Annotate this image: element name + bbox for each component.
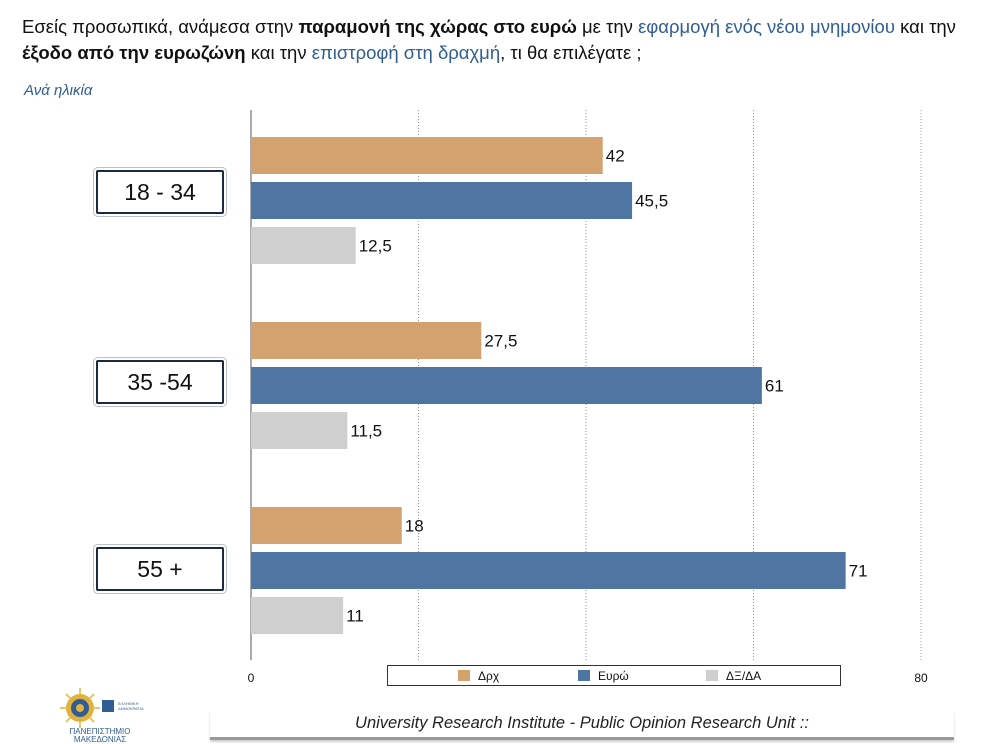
sun-emblem-icon (60, 688, 100, 728)
university-logo: ΕΛΛΗΝΙΚΗ ΔΗΜΟΚΡΑΤΙΑ ΠΑΝΕΠΙΣΤΗΜΙΟ ΜΑΚΕΔΟΝ… (60, 688, 144, 744)
legend-label: Ευρώ (598, 668, 629, 683)
bar (251, 597, 344, 634)
legend-swatch (458, 670, 470, 681)
question-part: με την (576, 16, 639, 37)
bar (251, 367, 762, 404)
question-highlight-drachma: επιστροφή στη δραχμή (311, 42, 501, 63)
data-label: 71 (849, 562, 868, 581)
x-tick-label: 0 (248, 671, 255, 685)
question-text: Εσείς προσωπικά, ανάμεσα στην παραμονή τ… (22, 14, 982, 66)
legend-item: Ευρώ (578, 669, 629, 683)
data-label: 42 (606, 147, 625, 166)
svg-text:ΜΑΚΕΔΟΝΙΑΣ: ΜΑΚΕΔΟΝΙΑΣ (74, 735, 126, 744)
bar (251, 322, 482, 359)
question-part: Εσείς προσωπικά, ανάμεσα στην (22, 16, 299, 37)
footer-text: University Research Institute - Public O… (355, 714, 809, 732)
bar (251, 507, 402, 544)
legend-item: ΔΞ/ΔΑ (706, 669, 761, 683)
svg-text:ΕΛΛΗΝΙΚΗ: ΕΛΛΗΝΙΚΗ (118, 701, 139, 706)
bar (251, 182, 633, 219)
x-tick-label: 80 (914, 671, 928, 685)
data-label: 11,5 (350, 422, 382, 441)
legend-label: ΔΞ/ΔΑ (726, 668, 762, 683)
question-part: και την (894, 16, 956, 37)
question-emphasis-euro: παραμονή της χώρας στο ευρώ (298, 16, 577, 37)
bar (251, 137, 603, 174)
data-label: 61 (765, 377, 784, 396)
legend-label: Δρχ (478, 668, 500, 683)
svg-text:ΔΗΜΟΚΡΑΤΙΑ: ΔΗΜΟΚΡΑΤΙΑ (118, 706, 144, 711)
legend-swatch (578, 670, 590, 681)
data-label: 18 (405, 517, 424, 536)
legend-item: Δρχ (458, 669, 499, 683)
legend-swatch (706, 670, 718, 681)
svg-text:ΠΑΝΕΠΙΣΤΗΜΙΟ: ΠΑΝΕΠΙΣΤΗΜΙΟ (70, 727, 131, 736)
bar (251, 552, 846, 589)
chart-subtitle: Ανά ηλικία (24, 82, 93, 99)
question-emphasis-exit: έξοδο από την ευρωζώνη (22, 42, 246, 63)
category-label: 35 -54 (96, 360, 224, 404)
category-label: 18 - 34 (96, 170, 224, 214)
data-label: 27,5 (484, 332, 517, 351)
bar (251, 412, 348, 449)
footer-band (210, 711, 954, 740)
data-label: 12,5 (359, 237, 392, 256)
bar (251, 227, 356, 264)
data-label: 11 (346, 607, 364, 626)
chart-legend: Δρχ Ευρώ ΔΞ/ΔΑ (387, 665, 841, 686)
category-label: 55 + (96, 547, 224, 591)
flag-icon (102, 700, 114, 712)
question-highlight-memorandum: εφαρμογή ενός νέου μνημονίου (638, 16, 895, 37)
data-label: 45,5 (635, 192, 668, 211)
question-part: και την (245, 42, 312, 63)
question-part: , τι θα επιλέγατε ; (500, 42, 642, 63)
